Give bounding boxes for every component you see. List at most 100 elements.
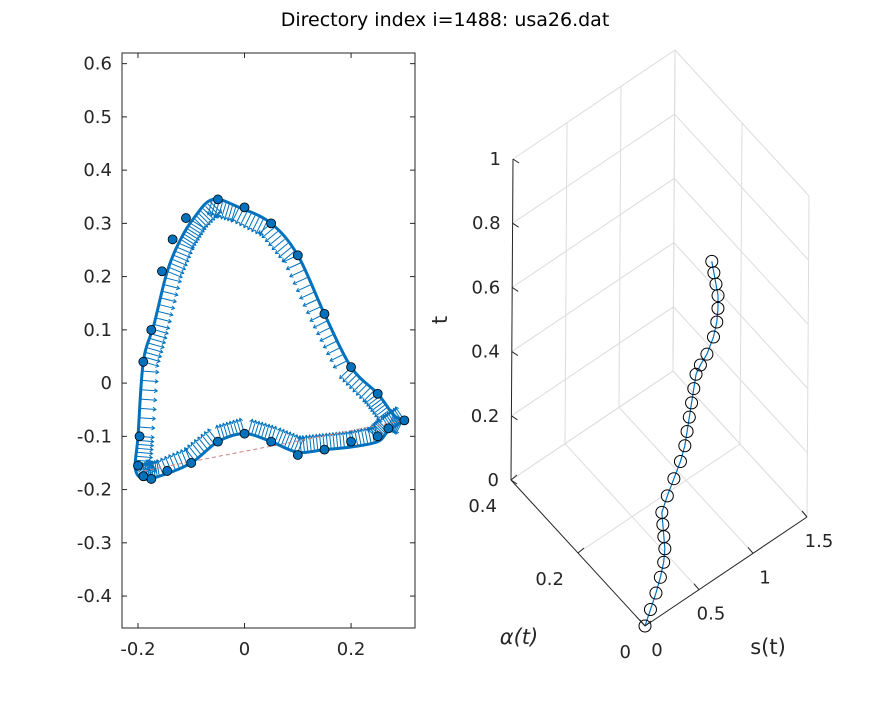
normal-arrow-head: [186, 254, 192, 259]
normal-arrow-head: [264, 238, 270, 243]
normal-arrow: [257, 422, 263, 438]
normal-arrow-head: [151, 425, 156, 431]
normal-arrow: [136, 451, 153, 455]
normal-arrow-head: [345, 381, 351, 386]
normal-arrow-head: [374, 413, 379, 418]
normal-arrow-head: [285, 265, 291, 271]
t-tick-label: 0.6: [472, 277, 501, 298]
normal-arrow: [177, 246, 193, 254]
normal-arrow-head: [314, 433, 319, 438]
normal-arrow: [370, 426, 375, 443]
normal-arrow: [356, 383, 369, 396]
normal-arrow: [309, 435, 312, 452]
back-wall-grid-line: [511, 177, 675, 288]
normal-arrow: [359, 386, 372, 399]
back-wall-grid-line: [618, 86, 622, 408]
normal-arrow: [329, 353, 345, 362]
normal-arrow-head: [337, 431, 343, 436]
normal-arrow-head: [297, 435, 302, 440]
normal-arrow-head: [208, 218, 213, 224]
normal-arrow-head: [235, 418, 240, 423]
normal-arrow: [352, 380, 365, 393]
normal-arrow: [139, 407, 156, 411]
normal-arrow-head: [210, 216, 216, 221]
normal-arrow: [376, 409, 390, 420]
normal-arrow-head: [373, 421, 379, 426]
y-tick-label: 0.6: [83, 54, 112, 75]
normal-arrow: [284, 431, 291, 448]
normal-arrow-head: [238, 417, 244, 422]
normal-arrow-head: [151, 416, 157, 422]
normal-arrow: [326, 346, 342, 355]
y-tick-label: 0.4: [83, 160, 112, 181]
curve-marker: [266, 218, 277, 229]
normal-arrow: [197, 436, 209, 450]
t-tick-label: 1: [490, 149, 501, 170]
normal-arrow: [268, 234, 282, 246]
normal-arrow-head: [156, 358, 161, 364]
normal-arrow: [172, 452, 180, 469]
normal-arrow: [278, 246, 292, 258]
s-tick-label: 1.5: [805, 531, 834, 552]
normal-arrow: [290, 434, 298, 450]
normal-arrow-head: [258, 230, 263, 235]
normal-arrow: [217, 202, 224, 218]
normal-arrow-head: [370, 407, 375, 412]
normal-arrow: [305, 435, 309, 452]
normal-arrow: [265, 230, 279, 242]
normal-arrow: [136, 447, 153, 451]
normal-arrow-head: [283, 429, 289, 435]
t-tick-label: 0: [488, 470, 499, 491]
normal-arrow-head: [287, 431, 292, 436]
normal-arrow: [289, 269, 305, 278]
normal-arrow-head: [190, 441, 195, 447]
normal-arrow: [153, 324, 170, 329]
normal-arrow-head: [256, 420, 261, 425]
3d-curve-marker: [689, 367, 703, 381]
normal-arrow-head: [164, 330, 169, 336]
x-axis-label: s(t): [750, 635, 786, 659]
normal-arrow-head: [355, 391, 361, 396]
normal-arrow: [141, 389, 158, 392]
curve-marker: [212, 194, 223, 205]
normal-arrow-head: [255, 230, 260, 235]
normal-arrow: [167, 270, 183, 278]
back-wall-grid-line: [564, 122, 568, 444]
airfoil-curve: [133, 197, 406, 481]
normal-arrow: [141, 379, 158, 383]
normal-arrow-head: [179, 449, 185, 454]
alpha-tick-label: 0: [620, 642, 631, 663]
curve-marker: [346, 362, 356, 373]
y-tick-label: 0.5: [83, 107, 112, 128]
normal-arrow-head: [150, 434, 155, 440]
y-tick-label: -0.4: [77, 586, 112, 607]
normal-arrow-head: [352, 429, 358, 434]
alpha-tick-mark: [644, 620, 652, 627]
curve-marker: [133, 460, 143, 471]
normal-arrow-head: [319, 337, 324, 342]
3d-curve-marker: [700, 347, 714, 361]
normal-arrow: [303, 298, 318, 307]
normal-arrow: [175, 250, 191, 258]
normal-arrow: [220, 203, 227, 219]
3d-curve-marker: [643, 603, 657, 617]
normal-arrow-head: [148, 462, 153, 468]
normal-arrow: [180, 238, 195, 249]
normal-arrow: [144, 356, 161, 363]
normal-arrow-head: [349, 384, 354, 390]
back-wall-grid-line: [512, 113, 675, 224]
normal-arrow-head: [161, 339, 167, 345]
normal-arrow: [296, 284, 312, 292]
normal-arrow-head: [221, 422, 227, 427]
curve-marker: [181, 213, 191, 223]
normal-arrow-head: [278, 253, 283, 259]
normal-arrow-head: [259, 421, 264, 426]
y-tick-label: -0.1: [77, 426, 112, 447]
normal-arrow: [227, 205, 234, 221]
normal-arrow: [367, 427, 372, 444]
normal-arrow-head: [368, 405, 373, 410]
normal-arrow-head: [207, 428, 212, 433]
normal-arrow-head: [225, 421, 230, 426]
normal-arrow-head: [200, 433, 205, 439]
normal-arrow-head: [332, 364, 338, 369]
